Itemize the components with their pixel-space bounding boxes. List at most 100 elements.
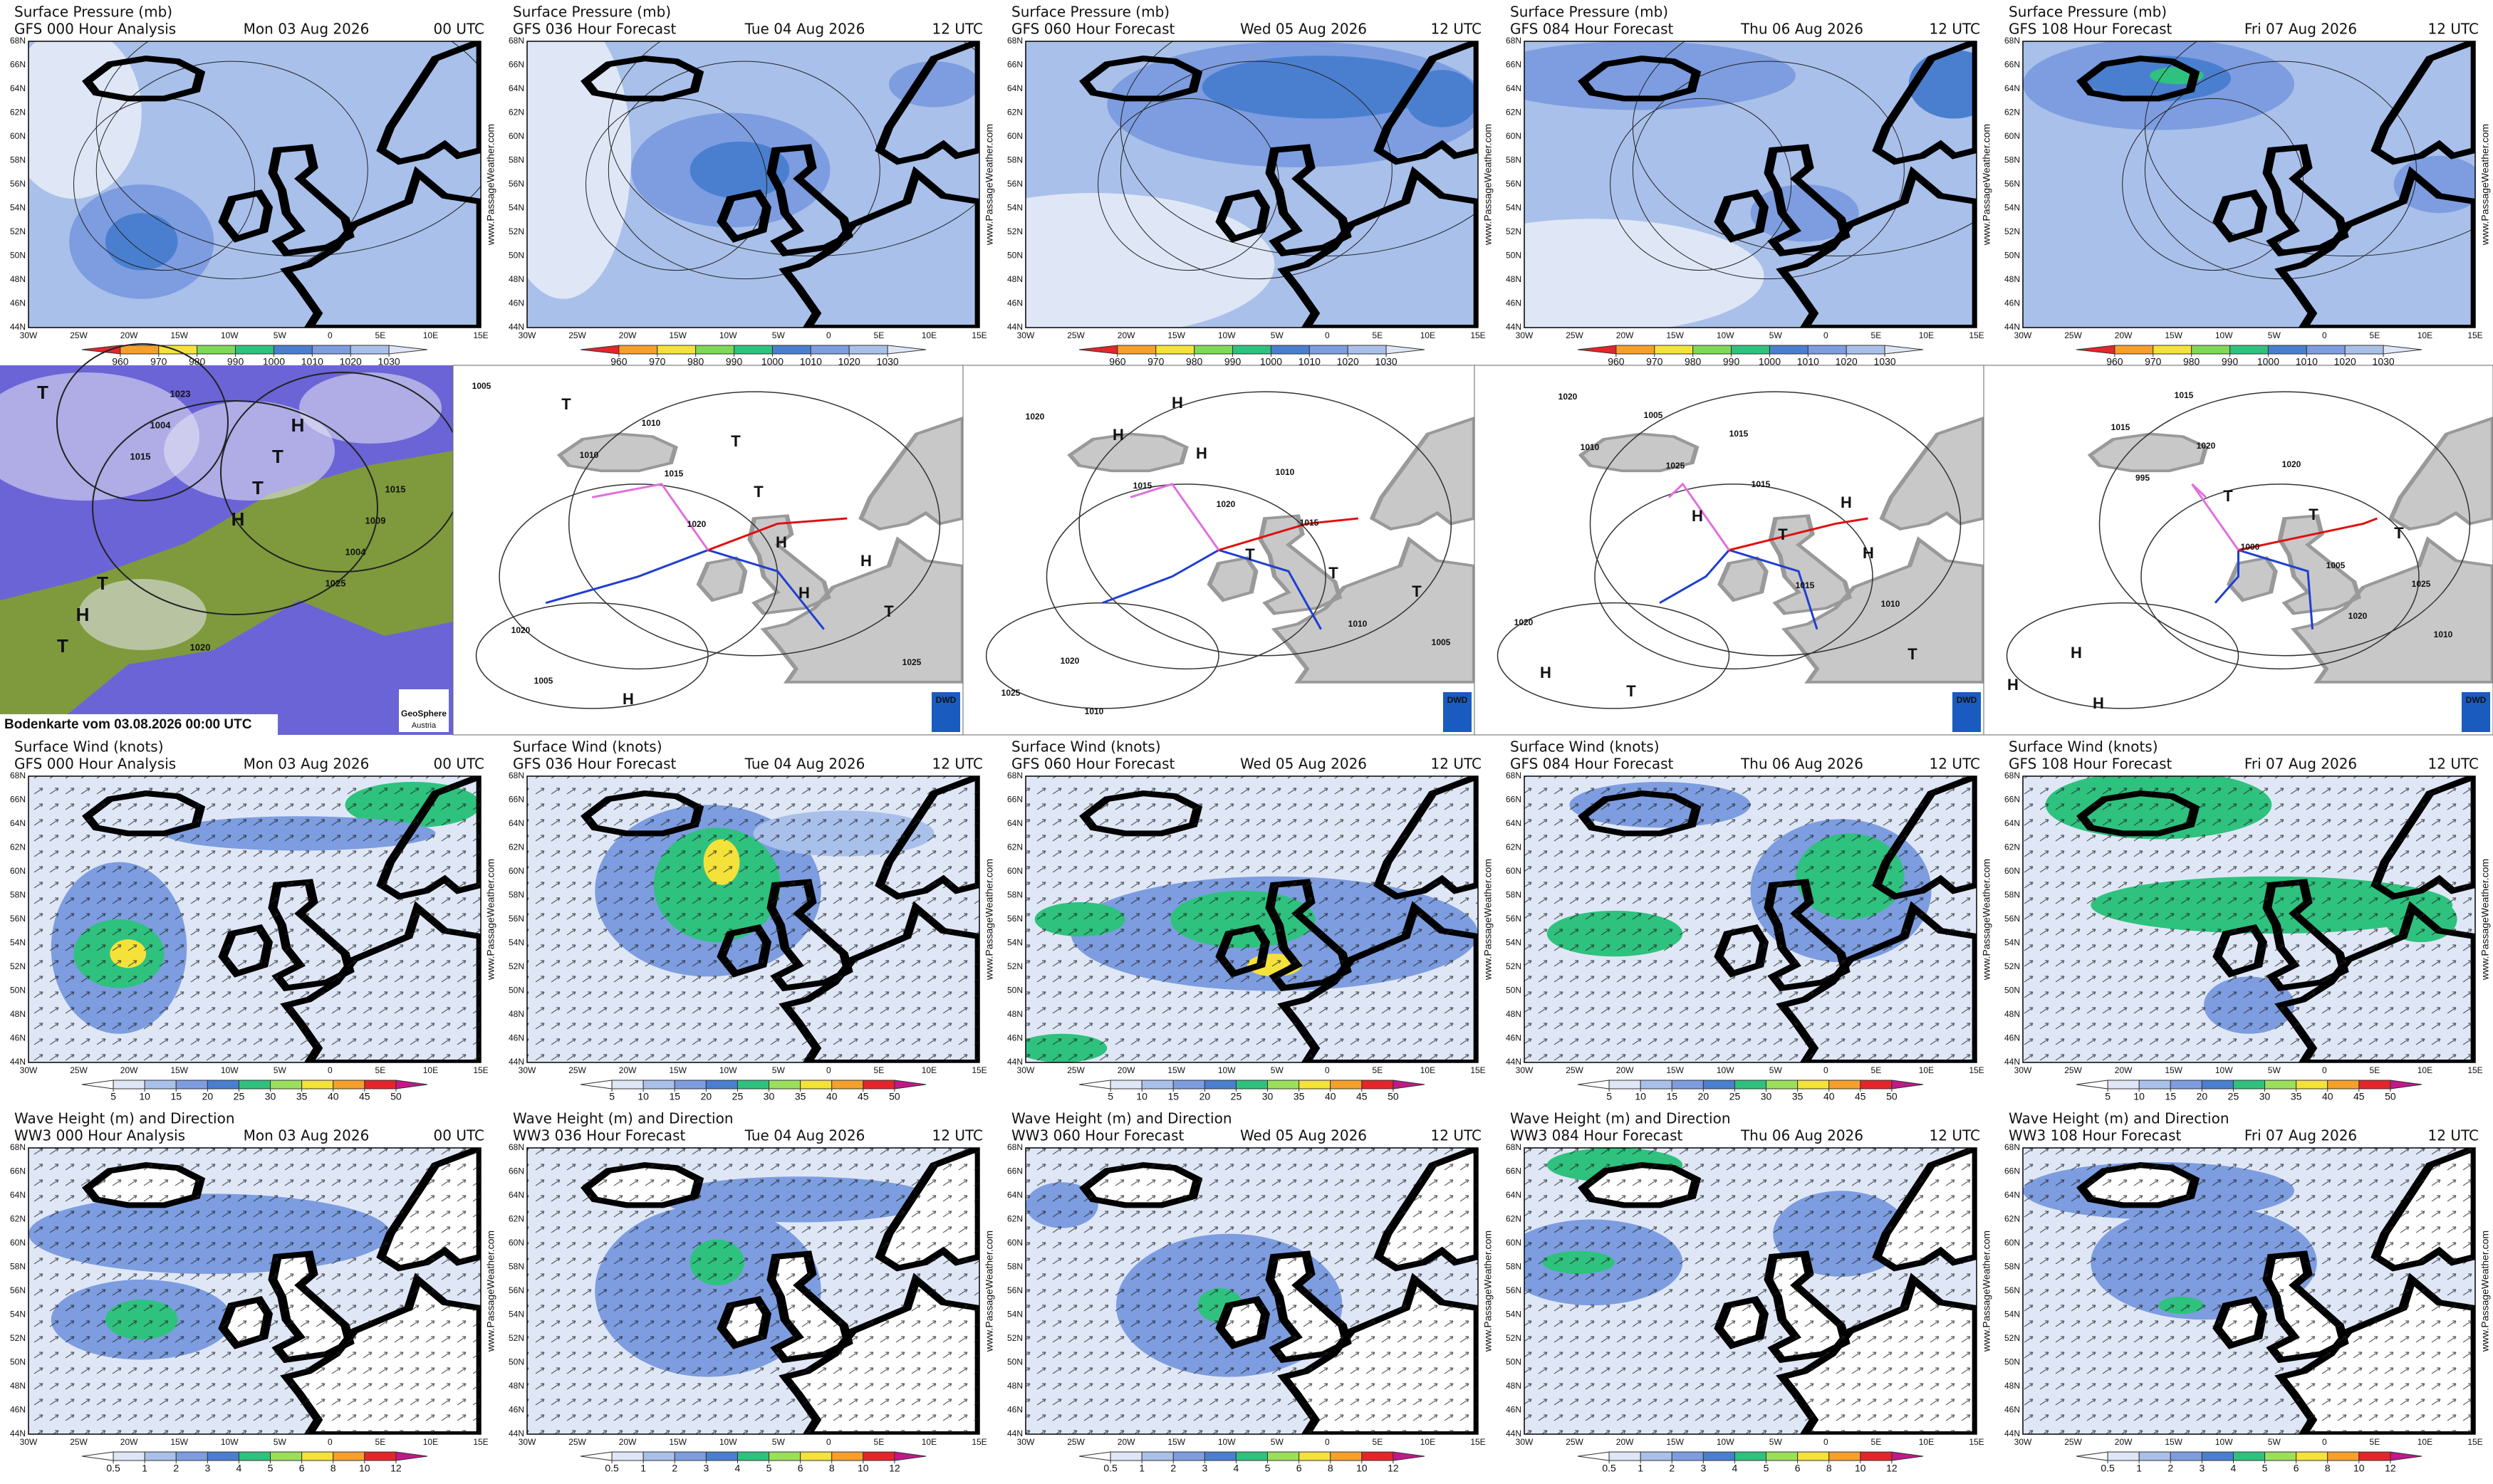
colorbar-label: 20 [701, 1091, 712, 1102]
colorbar-end [1577, 1080, 1610, 1090]
colorbar-end [2383, 345, 2422, 355]
lon-label: 10E [922, 330, 937, 340]
lat-label: 58N [10, 890, 26, 900]
colorbar-segment [1141, 1080, 1174, 1090]
colorbar-label: 40 [328, 1091, 339, 1102]
watermark: www.PassageWeather.com [1482, 124, 1494, 246]
map-label: T [1412, 582, 1422, 600]
forecast-panel: Surface Wind (knots)GFS 000 Hour Analysi… [10, 738, 496, 1102]
lat-label: 64N [2004, 83, 2020, 93]
lat-label: 66N [10, 60, 26, 70]
colorbar-segment [1110, 1451, 1143, 1461]
panel-date: Thu 06 Aug 2026 [1740, 1127, 1863, 1144]
lat-label: 64N [1506, 83, 1521, 93]
colorbar-segment [863, 1451, 895, 1461]
map-frame [1025, 775, 1479, 1063]
lon-label: 5E [874, 330, 885, 340]
colorbar-end [580, 345, 620, 355]
occlusion [2192, 484, 2239, 550]
lat-label: 64N [10, 1190, 26, 1200]
colorbar-label: 25 [1729, 1091, 1741, 1102]
lon-label: 5W [274, 1065, 287, 1075]
panel-model: WW3 000 Hour Analysis [14, 1127, 185, 1144]
colorbar-segment [2296, 1451, 2328, 1461]
colorbar-label: 35 [2291, 1091, 2302, 1102]
panel-model: GFS 084 Hour Forecast [1510, 756, 1674, 773]
colorbar-segment [1235, 1080, 1269, 1090]
lon-label: 25W [568, 1437, 586, 1447]
panel-date: Wed 05 Aug 2026 [1240, 756, 1367, 773]
colorbar-label: 1 [1139, 1463, 1145, 1474]
colorbar-segment [1298, 1080, 1331, 1090]
map-label: H [1172, 394, 1183, 412]
isobar [2145, 0, 2493, 256]
lat-label: 52N [2004, 1333, 2020, 1343]
colorbar-end [887, 345, 927, 355]
lat-label: 62N [2004, 108, 2020, 117]
map-frame [1025, 1147, 1479, 1435]
lon-label: 5W [772, 1065, 786, 1075]
lat-label: 48N [1007, 1009, 1023, 1019]
lat-label: 62N [1506, 1214, 1521, 1224]
colorbar-segment [1330, 1451, 1363, 1461]
colorbar-segment [1267, 1451, 1300, 1461]
isobar [1079, 392, 1451, 656]
direction-arrows [527, 776, 979, 1062]
logo-bg [1443, 692, 1472, 732]
map-label: 1009 [365, 515, 386, 526]
lat-label: 58N [1007, 155, 1023, 165]
panel-date: Mon 03 Aug 2026 [244, 756, 370, 773]
colorbar-label: 10 [2133, 1091, 2145, 1102]
lon-label: 5W [2268, 1065, 2281, 1075]
colorbar-label: 10 [359, 1463, 370, 1474]
panel-date: Thu 06 Aug 2026 [1740, 21, 1863, 38]
colorbar-label: 0.5 [2101, 1463, 2115, 1474]
colorbar-segment [2170, 1080, 2202, 1090]
colorbar-segment [1846, 345, 1885, 355]
lon-label: 15E [473, 330, 488, 340]
lat-label: 60N [509, 1238, 524, 1248]
lat-label: 58N [10, 1262, 26, 1272]
lat-label: 64N [10, 83, 26, 93]
map-label: H [1841, 493, 1852, 511]
lon-label: 10E [1919, 1437, 1934, 1447]
panel-model: WW3 084 Hour Forecast [1510, 1127, 1682, 1144]
colorbar-label: 12 [390, 1463, 402, 1474]
map-label: T [1328, 564, 1338, 582]
colorbar-label: 4 [735, 1463, 741, 1474]
lat-label: 66N [10, 1166, 26, 1176]
map-frame [526, 775, 980, 1063]
dwd-logo: DWD [1447, 695, 1468, 705]
colorbar-end [894, 1080, 927, 1090]
map-label: 1005 [534, 676, 553, 686]
occlusion [1669, 484, 1729, 550]
colorbar-segment [2296, 1080, 2328, 1090]
map-label: T [1245, 545, 1255, 563]
lat-label: 60N [509, 866, 524, 876]
lat-label: 44N [1506, 1428, 1521, 1438]
colorbar-label: 20 [1698, 1091, 1709, 1102]
colorbar-segment [1734, 1451, 1767, 1461]
map-label: 1020 [2282, 459, 2301, 469]
lon-label: 25W [568, 330, 586, 340]
lat-label: 58N [509, 155, 524, 165]
isobar [1610, 98, 1791, 270]
lat-label: 54N [2004, 1310, 2020, 1320]
map-frame [1983, 365, 2493, 736]
map-label: 1025 [2412, 579, 2431, 589]
map-label: H [2093, 694, 2104, 712]
lat-label: 44N [10, 1057, 26, 1067]
lat-label: 68N [10, 1142, 26, 1152]
lon-label: 10W [719, 330, 737, 340]
lat-label: 48N [1007, 1381, 1023, 1391]
panel-model: WW3 108 Hour Forecast [2009, 1127, 2181, 1144]
panel-model: GFS 060 Hour Forecast [1011, 21, 1175, 38]
warm-front [2239, 518, 2378, 550]
map-label: 1023 [170, 388, 191, 399]
lat-label: 68N [1007, 1142, 1023, 1152]
colorbar-label: 15 [1666, 1091, 1677, 1102]
colorbar-end [1393, 1451, 1425, 1461]
